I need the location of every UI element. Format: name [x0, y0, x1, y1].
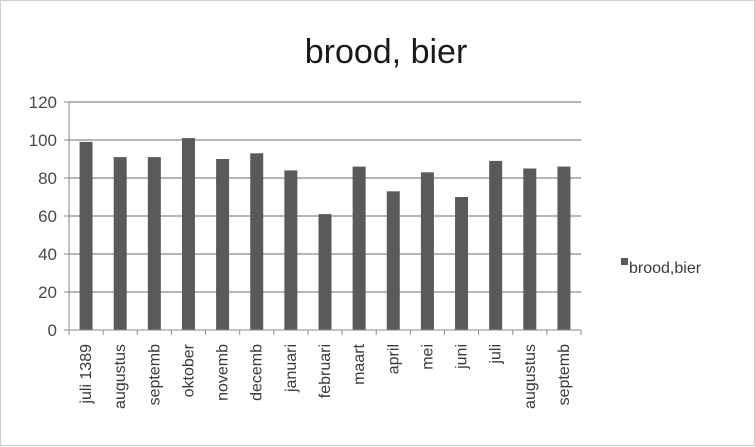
bar [113, 157, 127, 330]
axes [64, 101, 582, 335]
bars [79, 138, 571, 330]
bar [181, 138, 195, 330]
y-tick-label: 80 [38, 169, 57, 188]
x-category-label: april [385, 344, 402, 374]
bar [250, 153, 264, 330]
bar [352, 166, 366, 330]
x-category-label: februari [317, 344, 334, 398]
bar [216, 159, 230, 330]
y-tick-label: 120 [29, 93, 57, 112]
bar [79, 141, 93, 330]
x-category-label: juni [454, 344, 471, 370]
x-category-label: augustus [522, 344, 539, 409]
x-category-label: novemb [215, 344, 232, 401]
legend-swatch [621, 258, 628, 265]
x-category-label: oktober [180, 343, 197, 397]
bar [557, 166, 571, 330]
y-tick-label: 20 [38, 283, 57, 302]
x-category-label: mei [419, 344, 436, 370]
bar [523, 168, 537, 330]
y-tick-label: 0 [48, 321, 57, 340]
x-category-label: decemb [249, 344, 266, 401]
y-tick-label: 40 [38, 245, 57, 264]
bar [147, 157, 161, 330]
x-category-label: augustus [112, 344, 129, 409]
y-tick-label: 100 [29, 131, 57, 150]
y-axis-tick-labels: 0 20 40 60 80 100 120 [29, 93, 57, 340]
y-tick-label: 60 [38, 207, 57, 226]
legend: brood,bier [621, 258, 702, 277]
x-category-label: septemb [556, 344, 573, 405]
chart-title: brood, bier [305, 33, 468, 71]
bar [455, 197, 469, 330]
x-category-label: juli 1389 [78, 344, 95, 405]
bar [489, 160, 503, 330]
legend-label: brood,bier [629, 260, 702, 277]
bar [284, 170, 298, 330]
x-category-label: juli [488, 344, 505, 365]
x-category-label: maart [351, 343, 368, 384]
x-category-label: septemb [146, 344, 163, 405]
bar [318, 214, 332, 330]
bar [420, 172, 434, 330]
x-axis-category-labels: juli 1389 augustus septemb oktober novemb dec… [78, 343, 573, 409]
bar [386, 191, 400, 330]
x-category-label: januari [283, 344, 300, 393]
